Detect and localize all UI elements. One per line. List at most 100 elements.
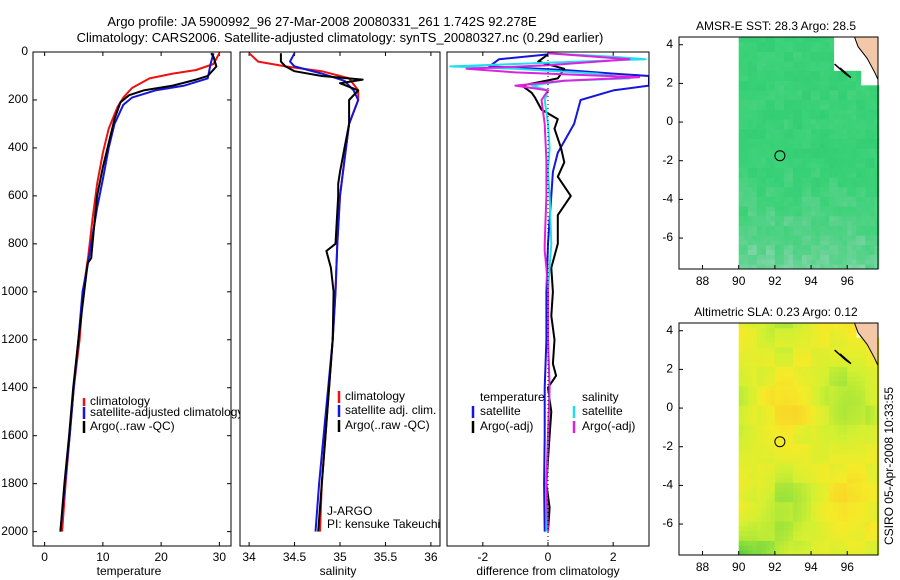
map-cell bbox=[779, 109, 785, 115]
map-cell bbox=[802, 225, 807, 231]
map-cell bbox=[788, 51, 794, 57]
map-cell bbox=[874, 95, 880, 101]
map-cell bbox=[829, 172, 835, 178]
map-cell bbox=[788, 56, 794, 62]
map-cell bbox=[820, 337, 826, 343]
map-cell bbox=[747, 405, 753, 411]
map-cell bbox=[788, 458, 794, 464]
map-cell bbox=[833, 414, 839, 421]
map-cell bbox=[802, 133, 807, 139]
map-cell bbox=[738, 323, 744, 329]
map-cell bbox=[765, 153, 771, 159]
map-cell bbox=[756, 99, 762, 106]
map-cell bbox=[802, 182, 807, 188]
map-cell bbox=[838, 371, 844, 377]
map-cell bbox=[851, 381, 857, 387]
map-cell bbox=[783, 400, 789, 406]
map-cell bbox=[838, 419, 844, 425]
map-cell bbox=[865, 172, 871, 178]
map-cell bbox=[811, 458, 816, 464]
map-cell bbox=[761, 37, 767, 43]
map-cell bbox=[865, 492, 871, 498]
map-cell bbox=[761, 196, 767, 202]
map-xtick-label-88: 88 bbox=[696, 560, 710, 574]
map-cell bbox=[770, 206, 776, 212]
map-cell bbox=[824, 468, 830, 474]
map-cell bbox=[838, 400, 844, 406]
map-cell bbox=[820, 439, 826, 445]
map-cell bbox=[824, 124, 830, 130]
map-cell bbox=[743, 347, 749, 353]
map-cell bbox=[815, 138, 821, 144]
map-cell bbox=[765, 390, 771, 396]
map-cell bbox=[833, 366, 839, 372]
map-cell bbox=[833, 550, 839, 556]
map-cell bbox=[752, 201, 758, 207]
map-cell bbox=[806, 535, 812, 541]
map-cell bbox=[847, 463, 853, 469]
map-cell bbox=[833, 535, 839, 541]
map-cell bbox=[792, 468, 798, 474]
map-cell bbox=[869, 521, 875, 527]
map-cell bbox=[833, 385, 839, 392]
map-cell bbox=[765, 530, 771, 537]
map-cell bbox=[743, 434, 749, 440]
map-cell bbox=[756, 516, 762, 522]
map-cell bbox=[783, 182, 789, 188]
xtick-label-temperature-0: 0 bbox=[41, 550, 48, 564]
map-cell bbox=[802, 119, 807, 125]
map-cell bbox=[856, 95, 862, 101]
map-cell bbox=[806, 395, 812, 401]
map-cell bbox=[792, 220, 798, 226]
map-cell bbox=[783, 143, 789, 149]
map-cell bbox=[833, 390, 839, 396]
map-cell bbox=[856, 196, 862, 202]
map-cell bbox=[788, 477, 794, 483]
map-cell bbox=[860, 385, 866, 392]
map-ytick-label--4: -4 bbox=[662, 478, 673, 492]
map-cell bbox=[824, 458, 830, 464]
map-cell bbox=[738, 172, 744, 178]
map-cell bbox=[797, 356, 803, 363]
map-cell bbox=[851, 264, 857, 270]
map-cell bbox=[833, 472, 839, 479]
map-cell bbox=[838, 327, 844, 334]
map-cell bbox=[802, 385, 807, 392]
map-cell bbox=[860, 472, 866, 479]
map-cell bbox=[829, 153, 835, 159]
map-cell bbox=[743, 521, 749, 527]
map-cell bbox=[774, 521, 780, 527]
map-cell bbox=[738, 342, 744, 348]
map-cell bbox=[833, 99, 839, 106]
map-cell bbox=[738, 95, 744, 101]
map-cell bbox=[738, 472, 744, 479]
map-cell bbox=[747, 66, 753, 72]
map-cell bbox=[802, 535, 807, 541]
map-cell bbox=[806, 254, 812, 260]
map-cell bbox=[797, 395, 803, 401]
map-cell bbox=[738, 545, 744, 551]
map-cell bbox=[743, 211, 749, 217]
map-cell bbox=[743, 530, 749, 537]
map-cell bbox=[783, 148, 789, 154]
map-cell bbox=[860, 453, 866, 459]
map-cell bbox=[783, 51, 789, 57]
map-cell bbox=[851, 191, 857, 197]
map-cell bbox=[792, 196, 798, 202]
map-cell bbox=[788, 41, 794, 48]
map-cell bbox=[779, 516, 785, 522]
map-cell bbox=[869, 157, 875, 164]
map-cell bbox=[797, 530, 803, 537]
map-cell bbox=[765, 143, 771, 149]
map-cell bbox=[806, 381, 812, 387]
map-cell bbox=[847, 385, 853, 392]
map-cell bbox=[833, 196, 839, 202]
map-cell bbox=[752, 414, 758, 421]
map-cell bbox=[770, 230, 776, 236]
map-cell bbox=[761, 138, 767, 144]
map-cell bbox=[869, 249, 875, 255]
map-cell bbox=[752, 215, 758, 222]
map-cell bbox=[792, 540, 798, 546]
map-cell bbox=[779, 138, 785, 144]
map-cell bbox=[829, 434, 835, 440]
